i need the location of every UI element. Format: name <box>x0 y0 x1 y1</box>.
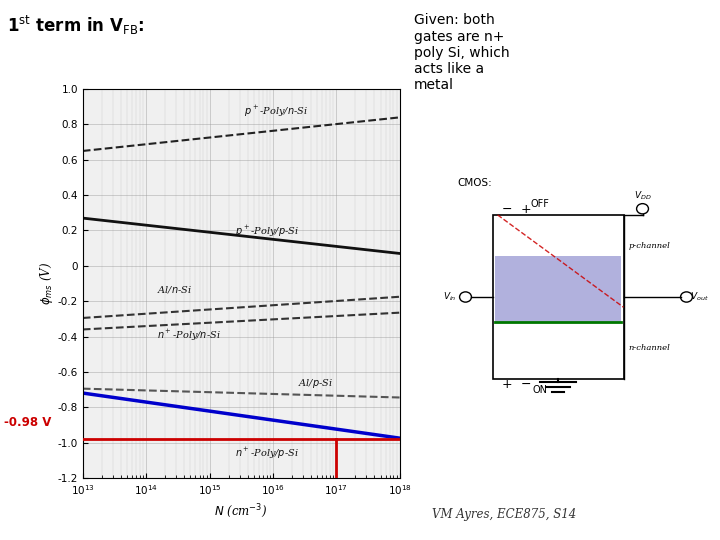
Text: $n^+$-Poly/$n$-Si: $n^+$-Poly/$n$-Si <box>157 328 221 343</box>
Text: $V_{DD}$: $V_{DD}$ <box>634 190 652 202</box>
Text: VM Ayres, ECE875, S14: VM Ayres, ECE875, S14 <box>432 508 576 521</box>
Text: p-channel: p-channel <box>629 242 670 249</box>
Text: n-channel: n-channel <box>629 345 670 352</box>
Text: −: − <box>502 203 513 217</box>
Text: +: + <box>502 377 513 391</box>
Text: CMOS:: CMOS: <box>457 178 492 188</box>
Text: −: − <box>521 377 531 391</box>
Bar <box>495 256 621 322</box>
Text: Al/$n$-Si: Al/$n$-Si <box>157 284 192 295</box>
Bar <box>493 215 624 379</box>
Text: 1$^{\mathsf{st}}$ term in V$_{\mathsf{FB}}$:: 1$^{\mathsf{st}}$ term in V$_{\mathsf{FB… <box>7 14 145 37</box>
Text: $V_{in}$: $V_{in}$ <box>444 291 456 303</box>
Text: Al/$p$-Si: Al/$p$-Si <box>298 377 333 390</box>
Text: $n^+$-Poly/$p$-Si: $n^+$-Poly/$p$-Si <box>235 446 299 461</box>
Text: +: + <box>521 203 531 217</box>
Text: -0.98 V: -0.98 V <box>4 416 51 429</box>
Text: OFF: OFF <box>531 199 550 209</box>
Y-axis label: $\phi_{ms}$ (V): $\phi_{ms}$ (V) <box>37 262 55 305</box>
Text: $V_{out}$: $V_{out}$ <box>690 291 709 303</box>
X-axis label: $N$ (cm$^{-3}$): $N$ (cm$^{-3}$) <box>215 502 268 520</box>
Text: Given: both
gates are n+
poly Si, which
acts like a
metal: Given: both gates are n+ poly Si, which … <box>414 14 510 92</box>
Text: $p^+$-Poly/$p$-Si: $p^+$-Poly/$p$-Si <box>235 224 299 239</box>
Text: ON: ON <box>533 386 548 395</box>
Text: $p^+$-Poly/$n$-Si: $p^+$-Poly/$n$-Si <box>244 104 308 119</box>
